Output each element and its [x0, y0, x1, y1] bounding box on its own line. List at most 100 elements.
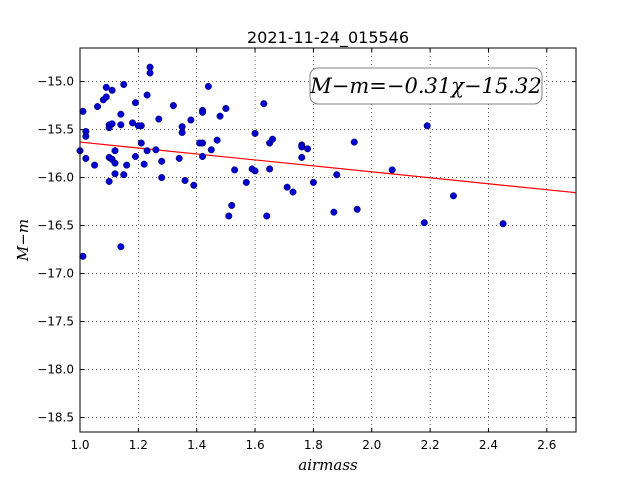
- data-point: [117, 121, 125, 129]
- data-point: [140, 160, 148, 168]
- data-point: [158, 174, 166, 182]
- data-point: [175, 154, 183, 162]
- data-point: [449, 192, 457, 200]
- y-tick-label: −17.0: [37, 267, 74, 281]
- annotation-box: [309, 67, 543, 105]
- data-point: [213, 136, 221, 144]
- data-point: [266, 165, 274, 173]
- plot-background: [80, 48, 576, 432]
- data-point: [143, 147, 151, 155]
- data-point: [289, 188, 297, 196]
- data-point: [79, 107, 87, 115]
- x-tick-label: 2.0: [362, 438, 381, 452]
- x-tick-label: 1.6: [246, 438, 265, 452]
- equation-annotation: M−m=−0.31χ−15.32: [309, 67, 543, 105]
- data-point: [111, 147, 119, 155]
- x-tick-label: 1.2: [129, 438, 148, 452]
- y-axis-label: M−m: [14, 219, 32, 262]
- data-point: [79, 252, 87, 260]
- data-point: [330, 208, 338, 216]
- data-point: [499, 220, 507, 228]
- y-tick-label: −18.5: [37, 411, 74, 425]
- data-point: [111, 170, 119, 178]
- y-tick-label: −15.0: [37, 75, 74, 89]
- data-point: [152, 146, 160, 154]
- y-tick-label: −18.0: [37, 363, 74, 377]
- axis-ticks: 1.0 1.2 1.4 1.6 1.8 2.0 2.2 2.4 2.6 −15.0 −15.5 −16…: [37, 48, 576, 452]
- data-point: [204, 82, 212, 90]
- data-point: [131, 99, 139, 107]
- data-point: [353, 205, 361, 213]
- data-point: [181, 176, 189, 184]
- data-point: [190, 181, 198, 189]
- data-point: [120, 80, 128, 88]
- data-point: [129, 119, 137, 127]
- x-tick-label: 1.8: [304, 438, 323, 452]
- x-tick-label: 2.6: [537, 438, 556, 452]
- data-point: [169, 102, 177, 110]
- data-point: [137, 122, 145, 130]
- annotation-text: M−m=−0.31χ−15.32: [309, 74, 541, 98]
- data-point: [199, 139, 207, 147]
- data-point: [420, 219, 428, 227]
- y-tick-label: −17.5: [37, 315, 74, 329]
- data-point: [423, 122, 431, 130]
- data-point: [251, 167, 259, 175]
- data-point: [94, 103, 102, 111]
- data-point: [298, 143, 306, 151]
- data-point: [131, 152, 139, 160]
- data-point: [309, 178, 317, 186]
- data-point: [263, 212, 271, 220]
- data-point: [178, 123, 186, 131]
- grid-lines: [79, 48, 576, 432]
- x-tick-label: 1.0: [70, 438, 89, 452]
- plot-frame: [79, 47, 577, 433]
- data-point: [207, 146, 215, 154]
- data-point: [231, 166, 239, 174]
- data-point: [137, 139, 145, 147]
- data-point: [199, 152, 207, 160]
- data-point: [251, 129, 259, 137]
- data-point: [111, 159, 119, 167]
- data-point: [146, 69, 154, 77]
- x-axis-label: airmass: [298, 456, 358, 474]
- plot-area: 1.0 1.2 1.4 1.6 1.8 2.0 2.2 2.4 2.6 −15.0 −15.5 −16…: [37, 47, 577, 452]
- data-point: [108, 86, 116, 94]
- x-tick-label: 2.2: [421, 438, 440, 452]
- y-tick-label: −16.5: [37, 219, 74, 233]
- data-point: [82, 132, 90, 140]
- data-point: [333, 171, 341, 179]
- data-point: [388, 166, 396, 174]
- data-point: [102, 83, 110, 91]
- data-point: [225, 212, 233, 220]
- data-point: [155, 115, 163, 123]
- data-point: [269, 135, 277, 143]
- data-point: [260, 100, 268, 108]
- data-point: [105, 177, 113, 185]
- fit-line: [79, 141, 577, 194]
- chart-title: 2021-11-24_015546: [247, 28, 409, 48]
- data-point: [298, 153, 306, 161]
- data-point: [242, 178, 250, 186]
- data-point: [143, 91, 151, 99]
- data-point: [304, 145, 312, 153]
- fit-line-group: [79, 141, 577, 194]
- data-point: [117, 243, 125, 251]
- data-points: [76, 63, 507, 260]
- data-point: [199, 108, 207, 116]
- y-tick-label: −16.0: [37, 171, 74, 185]
- data-point: [123, 161, 131, 169]
- data-point: [216, 112, 224, 120]
- data-point: [350, 138, 358, 146]
- data-point: [158, 157, 166, 165]
- y-tick-label: −15.5: [37, 123, 74, 137]
- data-point: [102, 93, 110, 101]
- data-point: [222, 104, 230, 112]
- data-point: [82, 154, 90, 162]
- data-point: [108, 120, 116, 128]
- data-point: [117, 110, 125, 118]
- data-point: [187, 116, 195, 124]
- x-tick-label: 2.4: [479, 438, 498, 452]
- data-point: [120, 171, 128, 179]
